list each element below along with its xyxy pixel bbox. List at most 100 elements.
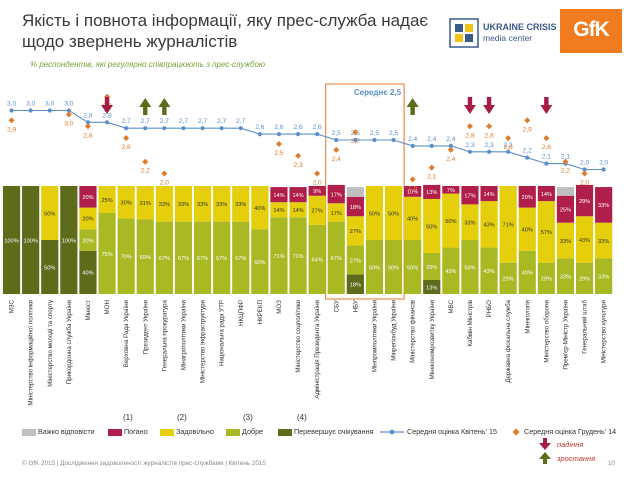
bar-segment-exceeds <box>346 274 364 294</box>
figure-note-4: (4) <box>297 413 307 422</box>
bar-data-label: 25% <box>101 198 112 204</box>
category-label: Державна фіскальна служба <box>505 299 512 382</box>
bar-data-label: 71% <box>292 254 303 260</box>
bar-segment-bad <box>595 187 613 223</box>
december-point <box>581 170 588 177</box>
bar-data-label: 29% <box>541 277 552 283</box>
bar-data-label: 17% <box>331 192 342 198</box>
ukraine-crisis-logo: UKRAINE CRISIS media center <box>449 16 557 50</box>
category-label: Міністерство молоді та спорту <box>47 299 54 387</box>
april-value-label: 2,0 <box>599 160 608 167</box>
bar-segment-good <box>193 221 212 294</box>
december-point <box>8 117 15 124</box>
bar-segment-ok <box>384 186 403 240</box>
bar-data-label: 14% <box>292 208 303 214</box>
bar-segment-good <box>289 217 307 294</box>
decline-arrow-shaft <box>467 97 473 106</box>
april-point <box>486 149 492 154</box>
bar-data-label: 20% <box>82 195 93 201</box>
bar-data-label: 71% <box>273 254 284 260</box>
bar-segment-exceeds <box>60 186 78 294</box>
bar-segment-good <box>232 221 250 294</box>
figure-note-1: (1) <box>123 413 133 422</box>
april-value-label: 2,3 <box>504 142 513 149</box>
page-number: 10 <box>608 460 616 467</box>
bar-segment-ok <box>308 195 326 225</box>
april-value-label: 2,5 <box>332 130 341 137</box>
bar-segment-ok <box>155 186 173 222</box>
bar-data-label: 27% <box>350 258 361 264</box>
increase-arrow-shaft <box>162 106 167 115</box>
bar-data-label: 100% <box>23 238 37 244</box>
bar-segment-bad <box>480 186 498 202</box>
bar-segment-bad <box>461 186 479 205</box>
bar-segment-good <box>365 240 384 294</box>
legend-exceeds: Перевершує очікування <box>294 427 374 436</box>
bar-segment-good <box>136 219 154 294</box>
april-value-label: 2,7 <box>198 118 207 125</box>
legend-swatch-exceeds <box>278 429 292 436</box>
december-point <box>447 146 454 153</box>
bar-data-label: 50% <box>44 211 55 217</box>
december-point <box>65 111 72 118</box>
april-point <box>391 137 396 143</box>
bar-data-label: 70% <box>121 255 132 261</box>
december-point <box>466 123 473 130</box>
april-point <box>200 126 205 131</box>
bar-data-label: 33% <box>598 239 609 245</box>
bar-segment-good <box>595 258 613 294</box>
bar-data-label: 50% <box>426 224 437 230</box>
april-point <box>506 149 511 154</box>
legend-up: зростання <box>557 454 596 463</box>
december-value-label: 2,9 <box>7 126 16 133</box>
december-point <box>543 135 550 142</box>
chart-subtitle: % респондентів, які регулярно співпрацюю… <box>30 60 265 69</box>
bar-segment-ok <box>117 186 135 219</box>
december-value-label: 1,9 <box>408 185 417 192</box>
december-point <box>333 146 340 153</box>
april-value-label: 3,0 <box>45 101 54 108</box>
december-point <box>142 158 149 165</box>
legend-up-arrow-icon <box>539 452 551 464</box>
bar-data-label: 40% <box>82 271 93 277</box>
april-value-label: 2,5 <box>389 130 398 137</box>
category-label: НКЦПФР <box>238 300 245 326</box>
bar-data-label: 33% <box>216 202 227 208</box>
december-value-label: 2,2 <box>561 168 570 175</box>
ucmc-emblem-icon <box>449 18 479 48</box>
bar-data-label: 50% <box>44 265 55 271</box>
category-label: Міністерство соцполітики <box>295 299 302 372</box>
increase-arrow-head <box>158 98 171 107</box>
bar-segment-good <box>327 221 345 294</box>
bar-segment-good <box>556 258 575 294</box>
bar-segment-bad <box>404 186 422 197</box>
bar-segment-ok <box>174 186 193 222</box>
footer: © GfK 2015 | Дослідження задоволеності ж… <box>22 460 266 467</box>
decline-arrow-head <box>483 105 496 114</box>
bar-data-label: 29% <box>579 199 590 205</box>
december-value-label: 2,2 <box>141 168 150 175</box>
category-label: СБУ <box>333 300 340 312</box>
category-label: МОН <box>104 300 111 314</box>
bar-segment-bad <box>346 196 364 217</box>
category-label: МОЗ <box>276 300 283 314</box>
bar-data-label: 69% <box>140 255 151 261</box>
bar-data-label: 7% <box>447 188 455 194</box>
april-value-label: 2,4 <box>446 136 455 143</box>
average-label: Середнє 2,5 <box>354 88 402 97</box>
decline-arrow-shaft <box>486 97 492 106</box>
bar-segment-good <box>346 245 364 275</box>
december-value-label: 2,7 <box>351 138 360 145</box>
april-point <box>104 120 110 125</box>
april-value-label: 2,1 <box>561 154 570 161</box>
december-value-label: 2,3 <box>293 162 302 169</box>
december-point <box>562 158 569 165</box>
legend-ok: Задовільно <box>176 427 214 436</box>
bar-segment-hard <box>556 187 575 196</box>
bar-data-label: 50% <box>407 265 418 271</box>
logo-line-1: UKRAINE CRISIS <box>483 22 557 32</box>
bar-data-label: 9% <box>313 189 321 195</box>
bar-segment-good <box>117 218 135 294</box>
december-value-label: 2,8 <box>465 132 474 139</box>
